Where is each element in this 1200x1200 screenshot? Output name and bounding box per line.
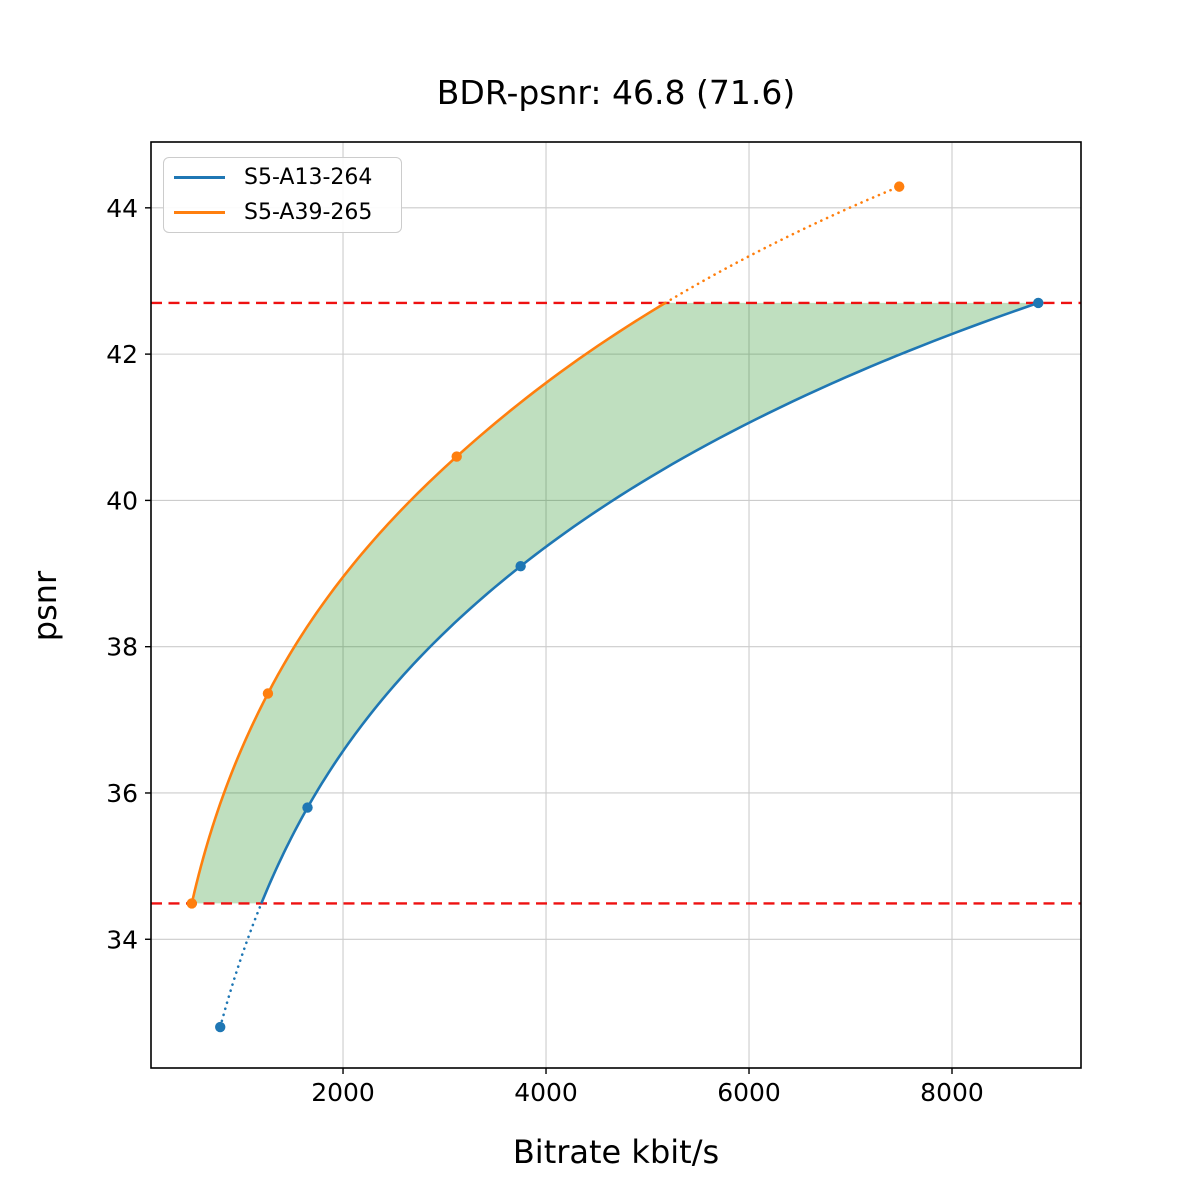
y-tick-label: 42 [106, 340, 138, 369]
y-tick-label: 36 [106, 779, 138, 808]
y-tick-label: 40 [106, 486, 138, 515]
legend-label: S5-A39-265 [244, 199, 373, 225]
chart-title: BDR-psnr: 46.8 (71.6) [436, 73, 796, 112]
bd-shaded-region [191, 302, 1039, 904]
legend-line-swatch [174, 211, 225, 214]
y-axis-label: psnr [26, 570, 64, 642]
legend-line-swatch [174, 176, 225, 179]
legend: S5-A13-264 S5-A39-265 [163, 157, 402, 233]
legend-label: S5-A13-264 [244, 164, 373, 190]
data-point-marker [262, 688, 274, 699]
data-point-marker [515, 561, 526, 572]
data-point-marker [894, 181, 905, 192]
y-tick-label: 34 [106, 925, 138, 954]
legend-item: S5-A13-264 [164, 160, 401, 195]
x-tick-label: 8000 [920, 1078, 984, 1107]
data-point-marker [451, 451, 462, 462]
y-tick-label: 38 [106, 633, 138, 662]
x-axis-label: Bitrate kbit/s [512, 1133, 720, 1171]
series-curve-dotted [664, 185, 901, 305]
series-curve-dotted [218, 902, 263, 1029]
data-point-marker [215, 1021, 226, 1033]
data-point-marker [302, 802, 313, 813]
data-point-marker [186, 898, 198, 909]
data-point-marker [1033, 297, 1044, 309]
x-tick-label: 2000 [311, 1078, 375, 1107]
x-tick-label: 6000 [717, 1078, 781, 1107]
axes-frame [150, 141, 1082, 1069]
x-tick-label: 4000 [514, 1078, 578, 1107]
series-curve-solid [190, 301, 667, 904]
legend-item: S5-A39-265 [164, 195, 401, 230]
y-tick-label: 44 [106, 194, 138, 223]
